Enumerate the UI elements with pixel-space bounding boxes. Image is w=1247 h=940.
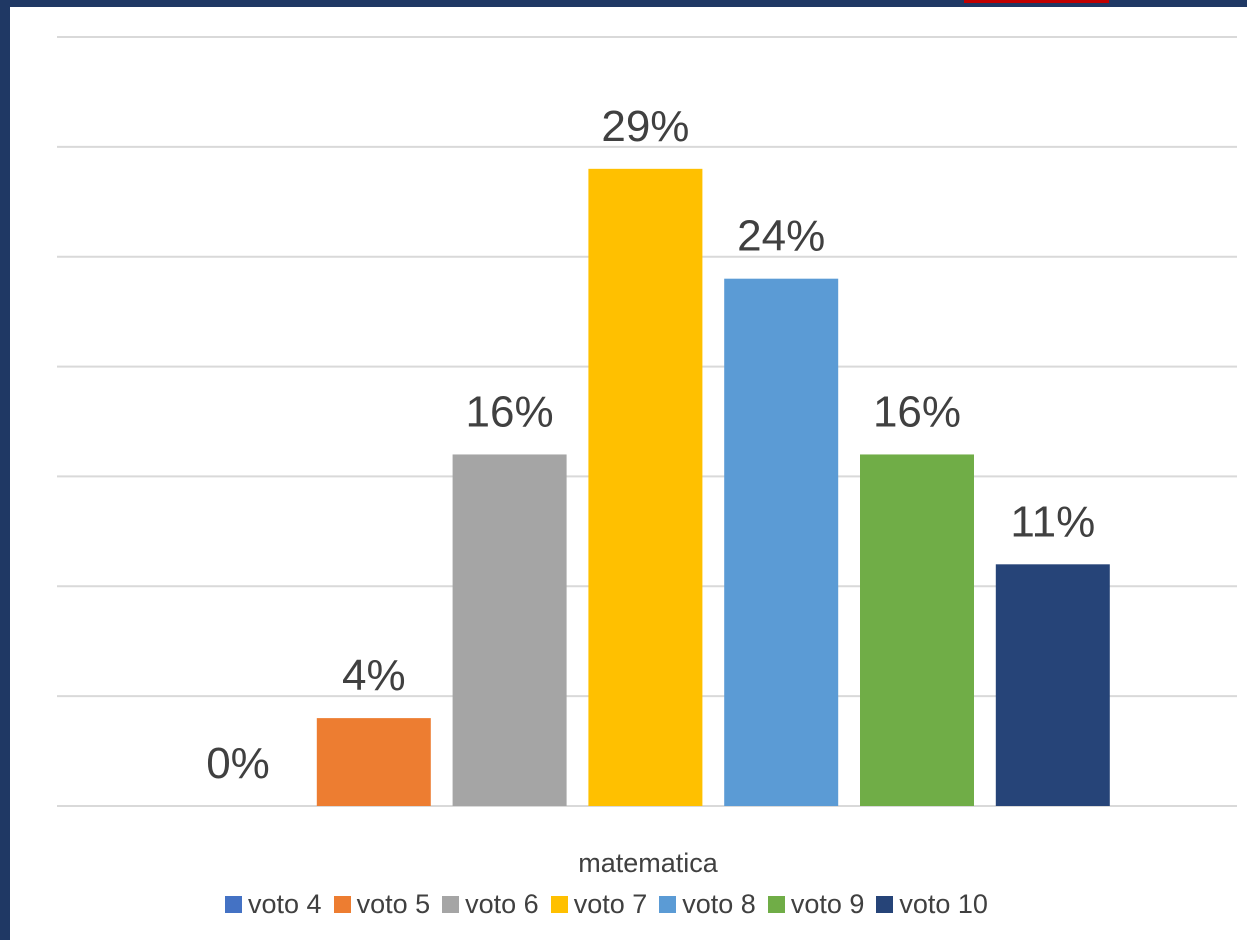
bar-voto-7 — [588, 168, 703, 807]
data-labels: 0% 4% 16% 29% 24% 16% 11% — [206, 102, 1095, 788]
legend-swatch — [333, 895, 351, 913]
legend-item-voto-6: voto 6 — [442, 889, 539, 920]
legend-label: voto 6 — [465, 888, 539, 919]
legend-item-voto-5: voto 5 — [333, 888, 431, 920]
legend: voto 4 voto 5 voto 6 voto 7 voto 8 voto 9 voto… — [225, 884, 988, 924]
legend-item-voto-9: voto 9 — [767, 888, 865, 920]
legend-swatch — [767, 895, 785, 913]
top-red-tab — [964, 0, 1109, 3]
legend-label: voto 8 — [682, 888, 756, 919]
data-label-voto-5: 4% — [342, 651, 406, 700]
x-axis-label: matematica — [578, 848, 719, 878]
legend-swatch — [659, 895, 677, 913]
legend-item-voto-7: voto 7 — [550, 888, 648, 920]
bar-voto-6 — [452, 454, 567, 806]
legend-label: voto 7 — [573, 888, 648, 919]
bar-voto-8 — [724, 278, 839, 807]
legend-swatch — [442, 895, 460, 913]
legend-swatch — [225, 895, 242, 913]
data-label-voto-8: 24% — [737, 212, 825, 261]
legend-swatch — [550, 895, 568, 913]
data-label-voto-6: 16% — [466, 387, 554, 436]
legend-label: voto 4 — [248, 888, 322, 919]
data-label-voto-4: 0% — [206, 739, 270, 788]
legend-swatch — [876, 895, 894, 913]
frame-left-border — [0, 0, 10, 940]
bar-voto-5 — [316, 718, 431, 806]
legend-item-voto-4: voto 4 — [225, 889, 322, 920]
bar-voto-9 — [860, 454, 974, 806]
bar-voto-10 — [995, 564, 1110, 806]
data-label-voto-9: 16% — [873, 387, 961, 436]
data-label-voto-7: 29% — [601, 102, 689, 151]
legend-label: voto 9 — [790, 888, 865, 919]
frame-top-border — [0, 0, 1247, 7]
legend-label: voto 10 — [899, 888, 988, 919]
legend-item-voto-10: voto 10 — [876, 889, 988, 920]
legend-label: voto 5 — [356, 888, 431, 919]
bars — [316, 168, 1110, 807]
data-label-voto-10: 11% — [1010, 497, 1095, 546]
legend-item-voto-8: voto 8 — [659, 889, 756, 920]
